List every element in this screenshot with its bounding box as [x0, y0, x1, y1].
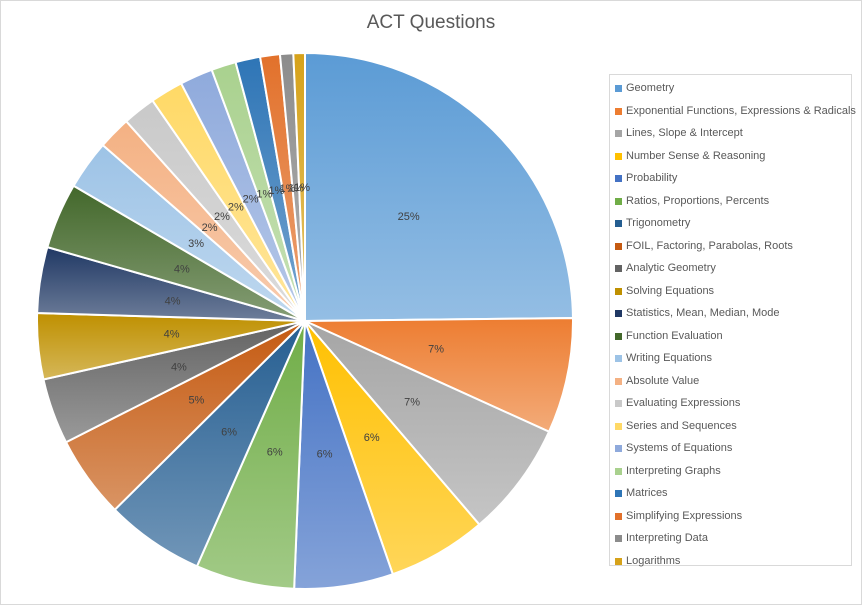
legend-item: Trigonometry [610, 212, 851, 235]
slice-data-label-5: 6% [317, 449, 333, 461]
legend-label: Ratios, Proportions, Percents [626, 194, 770, 207]
legend-item: Lines, Slope & Intercept [610, 122, 851, 145]
legend-item: Number Sense & Reasoning [610, 145, 851, 168]
legend-label: Interpreting Graphs [626, 464, 721, 477]
legend-item: Analytic Geometry [610, 257, 851, 280]
legend-swatch [615, 152, 622, 160]
slice-data-label-12: 4% [174, 263, 190, 275]
legend-swatch [615, 355, 622, 362]
pie-slice-22 [292, 51, 306, 322]
legend-item: Exponential Functions, Expressions & Rad… [610, 100, 856, 123]
legend-swatch [615, 242, 622, 250]
slice-data-label-18: 1% [256, 188, 272, 200]
pie-slice-1 [304, 51, 574, 323]
slice-data-label-6: 6% [267, 447, 283, 459]
legend-label: Absolute Value [626, 374, 700, 387]
legend-item: FOIL, Factoring, Parabolas, Roots [610, 235, 851, 258]
legend-swatch [615, 445, 622, 452]
legend-label: Simplifying Expressions [626, 509, 743, 522]
legend-item: Statistics, Mean, Median, Mode [610, 302, 851, 325]
legend-label: Logarithms [626, 554, 681, 567]
legend-swatch [615, 265, 622, 272]
legend-label: Systems of Equations [626, 442, 733, 454]
legend-item: Probability [610, 167, 851, 190]
chart-legend: Geometry Exponential Functions, Expressio… [609, 74, 856, 567]
slice-data-label-14: 2% [202, 222, 218, 234]
legend-item: Writing Equations [610, 347, 851, 370]
legend-label: Statistics, Mean, Median, Mode [626, 307, 780, 319]
legend-label: Trigonometry [626, 217, 691, 229]
legend-label: Writing Equations [626, 352, 713, 364]
legend-label: Evaluating Expressions [626, 397, 741, 409]
slice-data-label-9: 4% [171, 361, 187, 373]
legend-label: Geometry [626, 82, 675, 94]
legend-item: Systems of Equations [610, 437, 851, 460]
legend-swatch [615, 332, 622, 340]
legend-swatch [615, 467, 622, 475]
slice-data-label-16: 2% [228, 201, 244, 213]
slice-data-label-17: 2% [243, 194, 259, 206]
slice-data-label-4: 6% [364, 432, 380, 444]
chart-title: ACT Questions [366, 12, 496, 33]
legend-item: Interpreting Data [610, 527, 851, 550]
slice-data-label-2: 7% [428, 344, 444, 356]
legend-item: Function Evaluation [610, 325, 851, 348]
legend-label: Lines, Slope & Intercept [626, 127, 743, 139]
legend-item: Geometry [610, 77, 851, 100]
legend-label: Solving Equations [626, 284, 715, 297]
slice-data-label-7: 6% [221, 426, 237, 438]
legend-label: Matrices [626, 487, 668, 499]
legend-label: Analytic Geometry [626, 262, 716, 274]
legend-item: Simplifying Expressions [610, 505, 851, 528]
slice-data-label-3: 7% [404, 397, 420, 409]
legend-swatch [615, 400, 622, 407]
legend-item: Interpreting Graphs [610, 460, 851, 483]
legend-swatch [615, 557, 622, 565]
slice-data-label-1: 25% [398, 211, 420, 223]
legend-swatch [615, 197, 622, 205]
legend-swatch [615, 130, 622, 137]
legend-label: Function Evaluation [626, 329, 723, 342]
legend-label: Series and Sequences [626, 419, 737, 432]
legend-item: Solving Equations [610, 280, 851, 303]
legend-swatch [615, 377, 622, 385]
pie-slice-3 [304, 320, 551, 526]
legend-swatch [615, 310, 622, 317]
legend-label: FOIL, Factoring, Parabolas, Roots [626, 239, 793, 252]
legend-item: Series and Sequences [610, 415, 851, 438]
legend-swatch [615, 107, 622, 115]
slice-data-label-8: 5% [188, 395, 204, 407]
slice-data-label-15: 2% [214, 211, 230, 223]
legend-label: Interpreting Data [626, 532, 708, 544]
legend-swatch [615, 422, 622, 430]
legend-label: Exponential Functions, Expressions & Rad… [626, 104, 856, 117]
legend-swatch [615, 512, 622, 520]
legend-label: Probability [626, 172, 678, 184]
legend-swatch [615, 535, 622, 542]
legend-swatch [615, 220, 622, 227]
legend-swatch [615, 175, 622, 182]
legend-item: Matrices [610, 482, 851, 505]
legend-label: Number Sense & Reasoning [626, 149, 766, 162]
legend-item: Evaluating Expressions [610, 392, 851, 415]
slice-data-label-21: 1% [288, 182, 304, 194]
legend-swatch [615, 85, 622, 92]
slice-data-label-11: 4% [165, 295, 181, 307]
legend-swatch [615, 287, 622, 295]
legend-item: Ratios, Proportions, Percents [610, 190, 851, 213]
slice-data-label-22: 1% [294, 182, 310, 194]
slice-data-label-19: 1% [268, 185, 284, 197]
legend-item: Logarithms [610, 550, 851, 573]
legend-swatch [615, 490, 622, 497]
legend-item: Absolute Value [610, 370, 851, 393]
slice-data-label-13: 3% [188, 238, 204, 250]
pie-slice-2 [304, 317, 574, 434]
slice-data-label-10: 4% [164, 329, 180, 341]
slice-data-label-20: 1% [280, 183, 296, 195]
